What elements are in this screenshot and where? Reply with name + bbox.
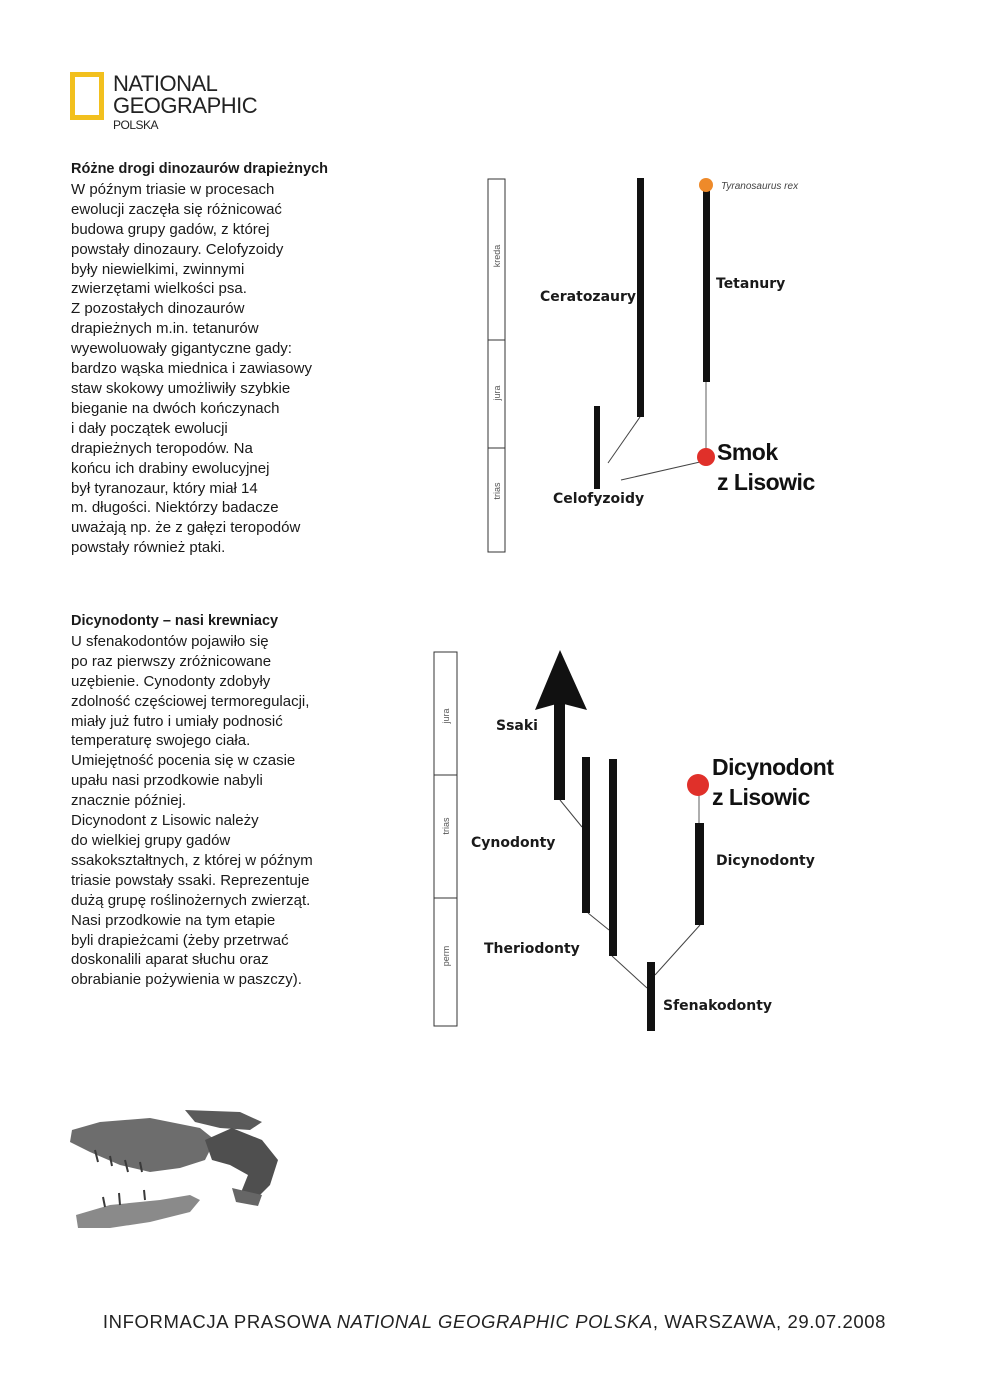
label-cynodonty: Cynodonty xyxy=(471,835,555,851)
synapsid-evolution-diagram: jura trias perm Ssaki Cynodonty Theriodo… xyxy=(433,650,835,1031)
label-dicynodonty: Dicynodonty xyxy=(716,853,815,869)
label-tetanury: Tetanury xyxy=(716,276,785,292)
ceratozaury-bar xyxy=(637,178,644,417)
fossil-skull-image xyxy=(70,1110,278,1228)
article-title: Dicynodonty – nasi krewniacy xyxy=(71,613,279,629)
label-smok-line1: Smok xyxy=(717,439,778,465)
logo-line-1: NATIONAL xyxy=(113,71,218,96)
footer-brand: NATIONAL GEOGRAPHIC POLSKA xyxy=(336,1311,653,1332)
logo-line-3: POLSKA xyxy=(113,118,159,132)
tetanury-bar xyxy=(703,190,710,382)
branch-line xyxy=(607,416,641,464)
celofyzoidy-bar xyxy=(594,406,600,489)
era-label: perm xyxy=(441,946,451,967)
label-sfenakodonty: Sfenakodonty xyxy=(663,998,772,1014)
branch-line xyxy=(559,799,583,828)
logo-line-2: GEOGRAPHIC xyxy=(113,93,258,118)
ssaki-arrow-icon xyxy=(535,650,587,800)
era-label: trias xyxy=(492,482,502,500)
cynodonty-bar xyxy=(582,757,590,913)
article-predatory-dinosaurs: Różne drogi dinozaurów drapieżnych W póź… xyxy=(71,160,361,558)
smok-z-lisowic-dot-icon xyxy=(697,448,715,466)
branch-line xyxy=(620,461,701,481)
dicynodont-z-lisowic-dot-icon xyxy=(687,774,709,796)
branch-line xyxy=(611,955,648,989)
dinosaur-evolution-diagram: kreda jura trias Ceratozaury Tetanury Ty… xyxy=(487,178,816,553)
label-smok-line2: z Lisowic xyxy=(717,469,815,495)
era-label: trias xyxy=(441,817,451,835)
era-label: jura xyxy=(492,385,502,401)
footer-prefix: INFORMACJA PRASOWA xyxy=(102,1311,337,1332)
article-title: Różne drogi dinozaurów drapieżnych xyxy=(71,161,328,177)
tyrannosaurus-dot-icon xyxy=(699,178,713,192)
branch-line xyxy=(654,924,701,976)
footer-suffix: , WARSZAWA, 29.07.2008 xyxy=(652,1311,887,1332)
label-dicynodont-line1: Dicynodont xyxy=(712,754,834,780)
label-ceratozaury: Ceratozaury xyxy=(540,289,636,305)
dicynodonty-bar xyxy=(695,823,704,925)
article-body: W późnym triasie w procesach ewolucji za… xyxy=(71,180,312,557)
article-body: U sfenakodontów pojawiło się po raz pier… xyxy=(71,632,313,989)
press-release-footer: INFORMACJA PRASOWA NATIONAL GEOGRAPHIC P… xyxy=(0,1311,989,1333)
timeline-scale: kreda jura trias xyxy=(487,178,506,553)
timeline-scale: jura trias perm xyxy=(433,651,458,1027)
label-dicynodont-line2: z Lisowic xyxy=(712,784,810,810)
era-label: jura xyxy=(441,708,451,724)
label-theriodonty: Theriodonty xyxy=(484,941,580,957)
article-dicynodonts: Dicynodonty – nasi krewniacy U sfenakodo… xyxy=(71,612,361,990)
label-celofyzoidy: Celofyzoidy xyxy=(553,491,644,507)
theriodonty-bar xyxy=(609,759,617,956)
label-ssaki: Ssaki xyxy=(496,718,538,734)
label-tyranosaurus: Tyranosaurus rex xyxy=(721,181,799,192)
era-label: kreda xyxy=(492,245,502,268)
logo-yellow-frame-icon xyxy=(70,72,104,120)
sfenakodonty-bar xyxy=(647,962,655,1031)
branch-line xyxy=(587,912,610,931)
